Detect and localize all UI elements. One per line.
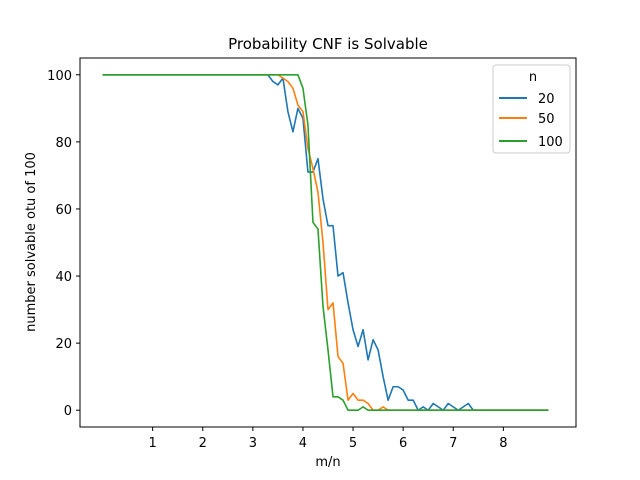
legend-label-100: 100 — [538, 135, 563, 150]
chart-title: Probability CNF is Solvable — [228, 35, 428, 53]
series-line-100 — [102, 73, 549, 412]
legend-label-20: 20 — [538, 92, 555, 107]
plot-frame — [79, 57, 577, 428]
x-tick-label: 6 — [399, 436, 407, 451]
x-tick-label: 1 — [149, 436, 157, 451]
legend-title: n — [529, 70, 537, 85]
y-tick-label: 80 — [55, 136, 72, 151]
x-tick-label: 2 — [199, 436, 207, 451]
legend-frame — [492, 64, 571, 154]
x-tick-label: 7 — [449, 436, 457, 451]
series-layer — [102, 73, 549, 412]
y-axis-ticks: 0 20 40 60 80 100 — [47, 69, 80, 419]
x-tick-label: 4 — [299, 436, 307, 451]
x-tick-label: 5 — [349, 436, 357, 451]
y-tick-label: 40 — [55, 270, 72, 285]
y-tick-label: 0 — [64, 404, 72, 419]
y-tick-label: 60 — [55, 203, 72, 218]
x-tick-label: 3 — [249, 436, 257, 451]
y-tick-label: 100 — [47, 69, 72, 84]
x-axis-ticks: 1 2 3 4 5 6 7 8 — [149, 427, 507, 451]
legend: n 20 50 100 — [492, 64, 571, 154]
y-tick-label: 20 — [55, 337, 72, 352]
legend-label-50: 50 — [538, 112, 555, 127]
x-axis-label: m/n — [315, 455, 340, 470]
x-tick-label: 8 — [499, 436, 507, 451]
y-axis-label: number solvable otu of 100 — [24, 152, 39, 332]
